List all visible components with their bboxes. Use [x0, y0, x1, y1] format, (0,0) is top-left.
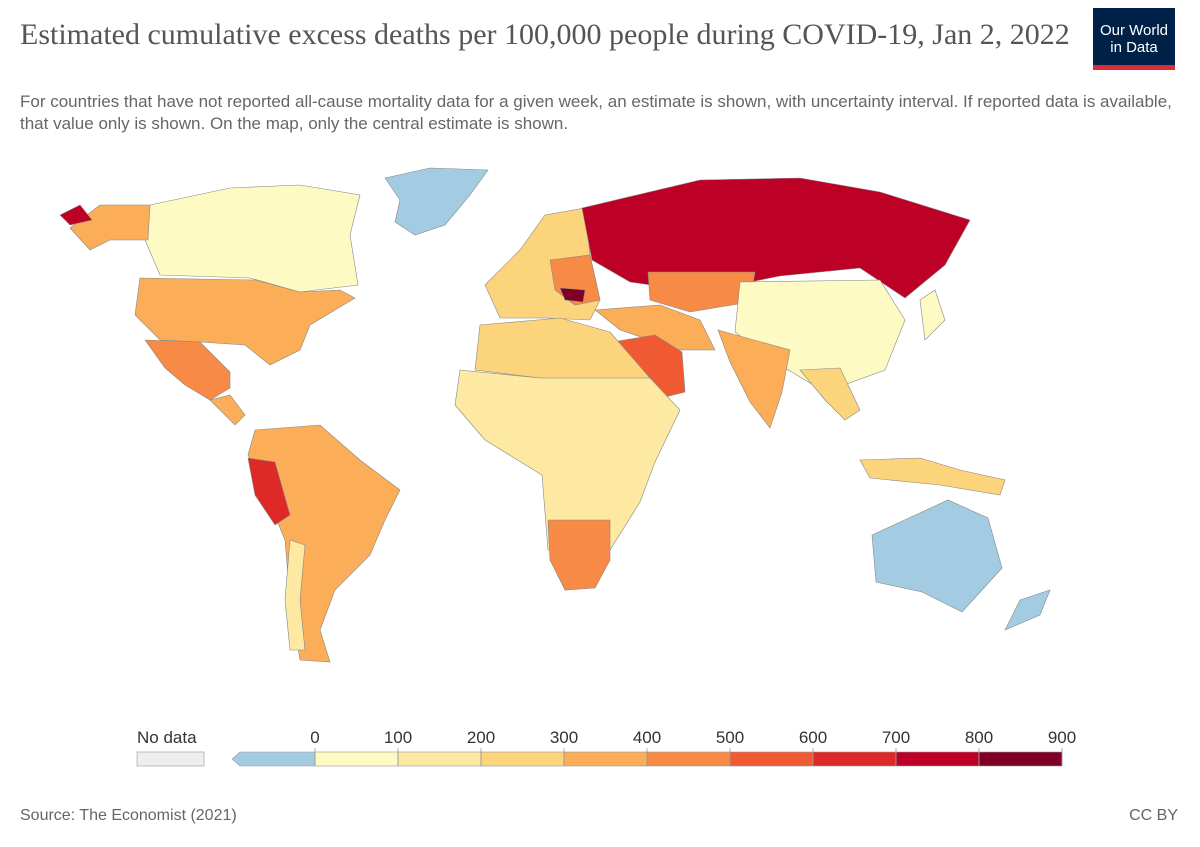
legend-tick-label: 600	[799, 728, 827, 747]
legend: No data 0 100 200 300 400 500 600 700 800 900	[136, 728, 1076, 767]
chile-argentina-south	[284, 539, 306, 651]
legend-swatch	[646, 751, 731, 767]
africa	[454, 369, 681, 551]
usa	[134, 277, 356, 366]
central-america	[209, 394, 246, 426]
balkans	[559, 287, 586, 303]
south-america	[247, 424, 401, 663]
new-zealand	[1004, 589, 1051, 631]
russia	[581, 177, 971, 299]
japan	[919, 289, 946, 341]
logo-text: in Data	[1110, 39, 1158, 56]
chukotka	[59, 204, 93, 226]
legend-swatch	[480, 751, 565, 767]
legend-swatch	[729, 751, 814, 767]
alaska	[69, 204, 151, 251]
legend-swatch	[563, 751, 648, 767]
no-data-swatch	[136, 751, 205, 767]
legend-tick-label: 700	[882, 728, 910, 747]
legend-tick-label: 300	[550, 728, 578, 747]
legend-tick-label: 400	[633, 728, 661, 747]
legend-below-swatch	[231, 751, 316, 767]
logo-text: Our World	[1099, 22, 1169, 39]
australia	[871, 499, 1003, 613]
legend-tick-label: 500	[716, 728, 744, 747]
no-data-label: No data	[137, 728, 197, 747]
legend-swatch	[314, 751, 399, 767]
source: Source: The Economist (2021)	[20, 807, 237, 824]
subtitle: For countries that have not reported all…	[20, 92, 1172, 133]
map	[59, 167, 1051, 663]
southeast-asia	[799, 367, 861, 421]
legend-tick-label: 0	[310, 728, 319, 747]
canada	[144, 184, 361, 293]
legend-tick-label: 900	[1048, 728, 1076, 747]
legend-swatch	[397, 751, 482, 767]
legend-swatch	[895, 751, 980, 767]
southern-africa	[547, 519, 611, 591]
india	[717, 329, 791, 429]
legend-swatch	[978, 751, 1063, 767]
indonesia	[859, 457, 1006, 496]
kazakhstan	[647, 271, 756, 313]
peru	[247, 457, 291, 526]
legend-swatch	[812, 751, 897, 767]
mexico	[144, 339, 231, 401]
license[interactable]: CC BY	[1129, 807, 1178, 824]
turkey-iran	[594, 304, 716, 351]
legend-tick-label: 200	[467, 728, 495, 747]
map-and-legend: No data 0 100 200 300 400 500 600 700 800 900	[59, 167, 1076, 767]
logo[interactable]: Our World in Data	[1093, 8, 1175, 70]
legend-tick-label: 800	[965, 728, 993, 747]
greenland	[384, 167, 489, 236]
title: Estimated cumulative excess deaths per 1…	[20, 18, 1070, 51]
legend-tick-label: 100	[384, 728, 412, 747]
